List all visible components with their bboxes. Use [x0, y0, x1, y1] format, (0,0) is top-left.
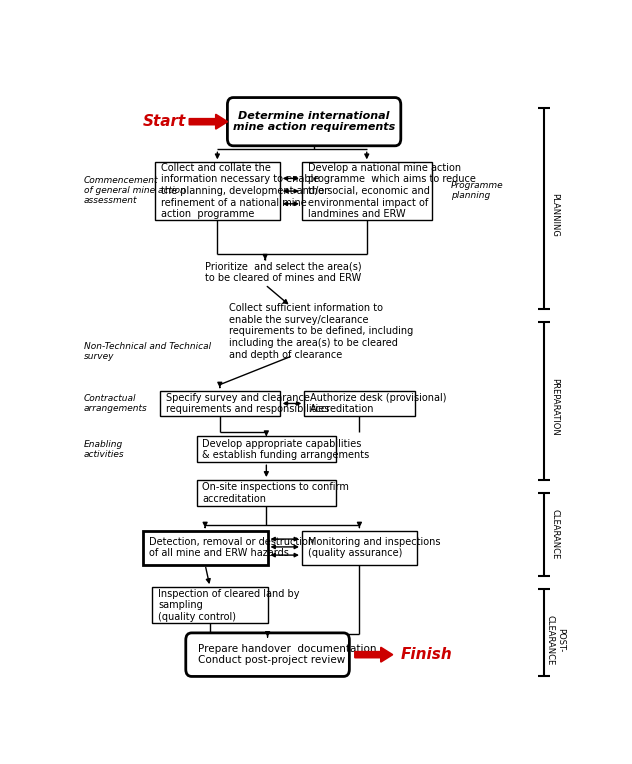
Text: Collect sufficient information to
enable the survey/clearance
requirements to be: Collect sufficient information to enable…	[229, 303, 413, 360]
Bar	[302, 162, 432, 220]
Text: Programme
planning: Programme planning	[451, 181, 504, 200]
Text: POST-
CLEARANCE: POST- CLEARANCE	[545, 615, 565, 665]
Bar	[160, 390, 280, 416]
Text: Start: Start	[143, 114, 186, 129]
Bar	[197, 480, 336, 506]
Text: Enabling
activities: Enabling activities	[84, 439, 125, 459]
Text: Monitoring and inspections
(quality assurance): Monitoring and inspections (quality assu…	[308, 537, 441, 558]
Bar	[197, 436, 336, 462]
Text: Prioritize  and select the area(s)
to be cleared of mines and ERW: Prioritize and select the area(s) to be …	[205, 261, 362, 283]
Text: Finish: Finish	[401, 647, 453, 662]
FancyArrowPatch shape	[355, 648, 392, 662]
Bar	[302, 530, 417, 565]
FancyBboxPatch shape	[228, 98, 401, 146]
Text: Detection, removal or destruction
of all mine and ERW hazards: Detection, removal or destruction of all…	[149, 537, 313, 558]
Text: Inspection of cleared land by
sampling
(quality control): Inspection of cleared land by sampling (…	[159, 588, 300, 622]
Text: Develop appropriate capabilities
& establish funding arrangements: Develop appropriate capabilities & estab…	[202, 439, 370, 460]
Text: Authorize desk (provisional)
Accreditation: Authorize desk (provisional) Accreditati…	[310, 393, 447, 414]
Bar	[155, 162, 280, 220]
FancyBboxPatch shape	[186, 633, 349, 676]
Bar	[152, 587, 267, 623]
Text: Non-Technical and Technical
survey: Non-Technical and Technical survey	[84, 342, 211, 361]
Text: Develop a national mine action
programme  which aims to reduce
the social, econo: Develop a national mine action programme…	[308, 163, 476, 219]
Text: CLEARANCE: CLEARANCE	[550, 509, 559, 559]
Text: Contractual
arrangements: Contractual arrangements	[84, 393, 148, 413]
Bar	[143, 530, 267, 565]
Text: Collect and collate the
information necessary to enable
the planning, developmen: Collect and collate the information nece…	[161, 163, 328, 219]
Bar	[305, 390, 415, 416]
Text: PREPARATION: PREPARATION	[550, 377, 559, 435]
FancyArrowPatch shape	[190, 115, 227, 128]
Text: Commencement
of general mine action
assessment: Commencement of general mine action asse…	[84, 176, 186, 206]
Text: Specify survey and clearance
requirements and responsibilities: Specify survey and clearance requirement…	[166, 393, 329, 414]
Text: Determine international
mine action requirements: Determine international mine action requ…	[233, 111, 395, 132]
Text: On-site inspections to confirm
accreditation: On-site inspections to confirm accredita…	[202, 482, 349, 503]
Text: PLANNING: PLANNING	[550, 193, 559, 237]
Text: Prepare handover  documentation
Conduct post-project review: Prepare handover documentation Conduct p…	[198, 644, 376, 665]
